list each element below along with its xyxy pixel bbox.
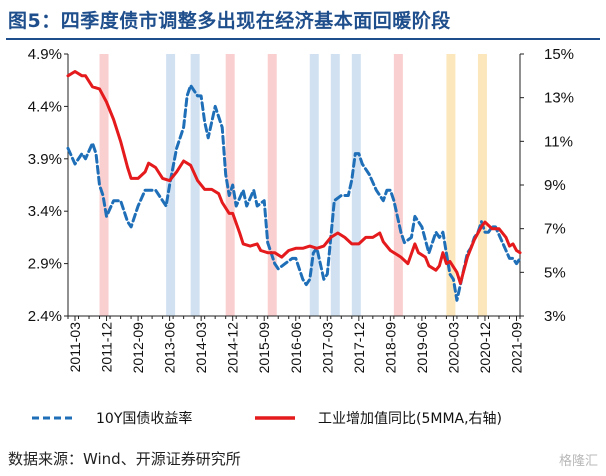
y-left-tick-label: 2.4% bbox=[28, 308, 62, 325]
y-right-tick-label: 15% bbox=[544, 46, 574, 63]
band-blue bbox=[330, 54, 340, 316]
y-left-tick-label: 2.9% bbox=[28, 256, 62, 273]
chart-axes: 2.4% 2.9% 3.4% 3.9% 4.4% 4.9% 3% 5% 7% 9% 11% 13% 15… bbox=[28, 46, 574, 373]
y-left-tick-label: 4.9% bbox=[28, 46, 62, 63]
x-tick-label: 2021-09 bbox=[508, 322, 524, 374]
y-right-tick-label: 3% bbox=[544, 308, 566, 325]
series-line-bond-yield bbox=[66, 83, 522, 302]
x-tick-label: 2018-09 bbox=[382, 322, 398, 374]
chart-series bbox=[66, 70, 522, 302]
y-right-tick-label: 11% bbox=[544, 133, 573, 150]
watermark: 格隆汇 bbox=[558, 454, 598, 469]
y-right-tick-label: 5% bbox=[544, 264, 566, 281]
x-tick-label: 2011-12 bbox=[99, 322, 115, 373]
x-tick-label: 2014-12 bbox=[225, 322, 241, 374]
x-tick-label: 2016-06 bbox=[288, 322, 304, 374]
x-tick-label: 2013-06 bbox=[162, 322, 178, 374]
band-blue bbox=[351, 54, 361, 316]
y-left-tick-label: 3.4% bbox=[28, 203, 62, 220]
period-bands bbox=[99, 54, 487, 316]
x-tick-label: 2017-12 bbox=[351, 322, 367, 374]
x-tick-label: 2019-06 bbox=[414, 322, 430, 374]
y-left-tick-label: 4.4% bbox=[28, 98, 62, 115]
line-chart: 2.4% 2.9% 3.4% 3.9% 4.4% 4.9% 3% 5% 7% 9% 11% 13% 15… bbox=[28, 46, 574, 427]
x-tick-label: 2020-12 bbox=[477, 322, 493, 374]
y-right-tick-label: 7% bbox=[544, 221, 566, 238]
chart-title: 图5：四季度债市调整多出现在经济基本面回暖阶段 bbox=[8, 10, 451, 32]
band-red bbox=[267, 54, 277, 316]
series-line-industrial-output bbox=[66, 70, 522, 285]
legend-label-bond-yield: 10Y国债收益率 bbox=[96, 410, 192, 427]
source-note: 数据来源：Wind、开源证券研究所 bbox=[8, 450, 241, 468]
x-tick-label: 2017-03 bbox=[319, 322, 335, 374]
x-tick-label: 2015-09 bbox=[256, 322, 272, 374]
y-right-tick-label: 9% bbox=[544, 177, 566, 194]
x-tick-label: 2014-03 bbox=[193, 322, 209, 374]
x-tick-label: 2020-03 bbox=[445, 322, 461, 374]
band-red bbox=[225, 54, 235, 316]
band-yellow bbox=[477, 54, 487, 316]
legend-label-industrial-output: 工业增加值同比(5MMA,右轴) bbox=[318, 411, 502, 427]
band-red bbox=[393, 54, 403, 316]
y-left-tick-label: 3.9% bbox=[28, 151, 62, 168]
band-yellow bbox=[446, 54, 456, 316]
y-right-tick-label: 13% bbox=[544, 90, 574, 107]
band-red bbox=[99, 54, 109, 316]
title-underline bbox=[6, 38, 600, 40]
band-blue bbox=[309, 54, 319, 316]
x-tick-label: 2012-09 bbox=[130, 322, 146, 374]
x-tick-label: 2011-03 bbox=[67, 322, 83, 373]
chart-legend: 10Y国债收益率 工业增加值同比(5MMA,右轴) bbox=[32, 410, 502, 427]
band-blue bbox=[190, 54, 200, 316]
